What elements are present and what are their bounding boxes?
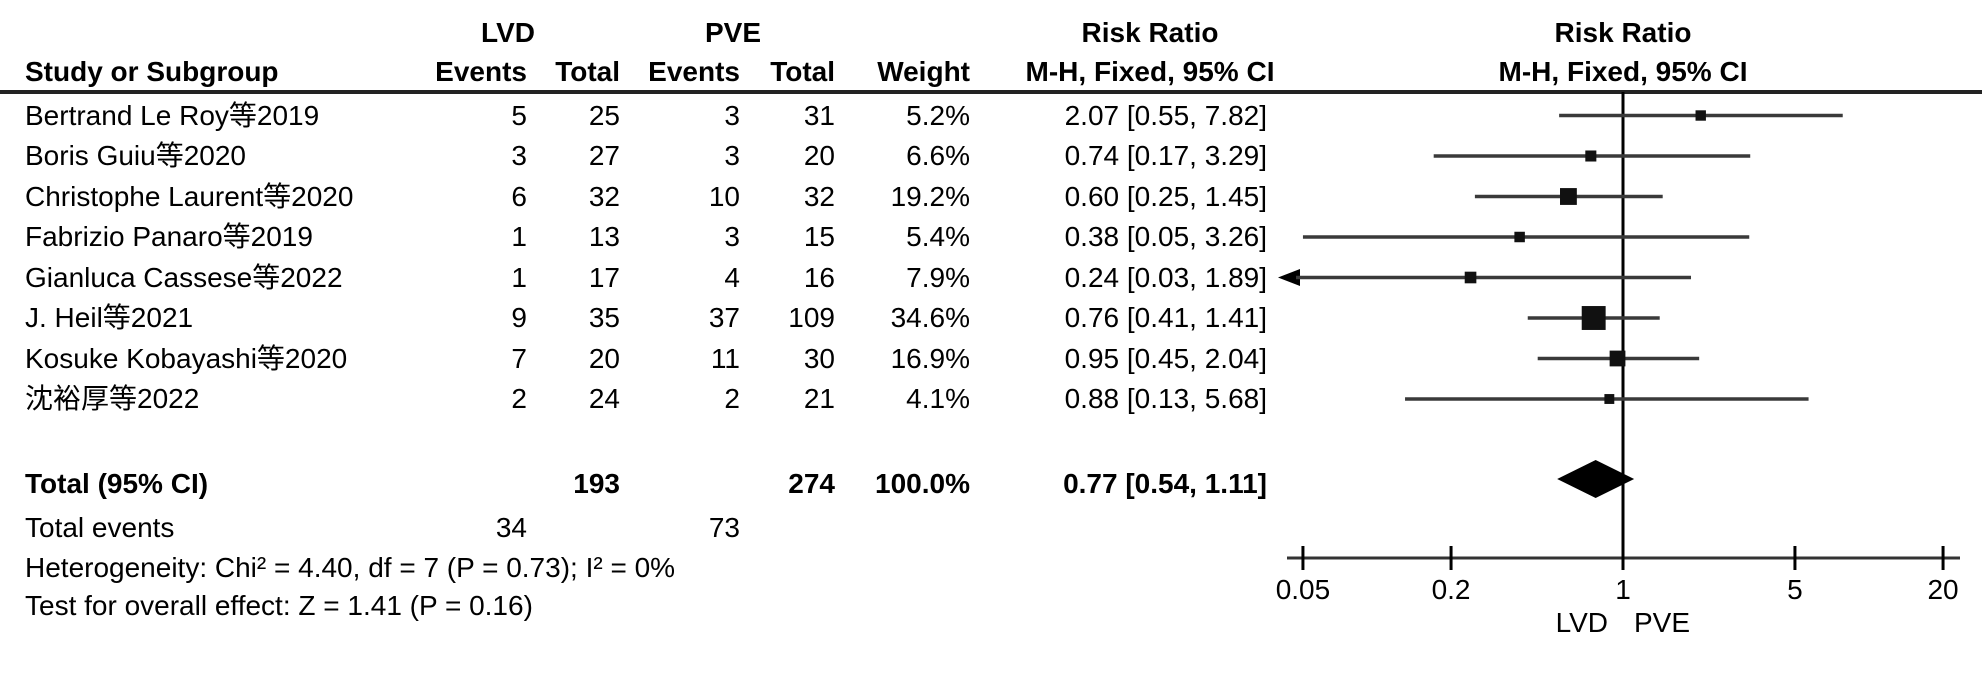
point-estimate-square (1585, 150, 1597, 162)
weight-cell: 7.9% (906, 261, 970, 293)
point-estimate-square (1464, 271, 1477, 284)
off-scale-arrow-left (1278, 269, 1300, 286)
weight-cell: 6.6% (906, 140, 970, 171)
pve-events-cell: 3 (724, 221, 740, 252)
pve-total-cell: 20 (803, 140, 835, 171)
pve-group-header: PVE (704, 17, 762, 48)
rr-ci-cell: 0.24 [0.03, 1.89] (1064, 261, 1267, 293)
lvd-events-cell: 3 (511, 140, 527, 171)
lvd-total-cell: 27 (588, 140, 620, 171)
pve-total-cell: 30 (803, 342, 835, 374)
pve-events-cell: 2 (724, 383, 740, 414)
x-axis-tick-label: 5 (1787, 574, 1803, 605)
pooled-diamond (1557, 460, 1635, 498)
mh-ci-header-right: M-H, Fixed, 95% CI (1498, 56, 1748, 87)
axis-group-label-right: PVE (1634, 607, 1691, 638)
lvd-events-cell: 6 (511, 180, 527, 212)
x-axis-tick-label: 0.2 (1431, 574, 1471, 605)
pve-total-cell: 16 (803, 261, 835, 293)
lvd-events-cell: 2 (511, 383, 527, 414)
pve-total-col-header: Total (770, 56, 835, 87)
lvd-total-cell: 24 (588, 383, 620, 414)
total-lvd-n: 193 (573, 468, 620, 499)
x-axis-tick-label: 20 (1927, 574, 1959, 605)
rr-ci-cell: 0.60 [0.25, 1.45] (1064, 180, 1267, 212)
overall-effect-stat: Test for overall effect: Z = 1.41 (P = 0… (25, 590, 533, 621)
point-estimate-square (1581, 306, 1606, 330)
x-axis-tick-label: 1 (1615, 574, 1631, 605)
weight-cell: 4.1% (906, 383, 970, 414)
point-estimate-square (1604, 394, 1615, 404)
weight-col-header: Weight (877, 56, 970, 87)
lvd-events-cell: 1 (511, 261, 527, 293)
study-col-header: Study or Subgroup (25, 56, 279, 87)
study-name: Fabrizio Panaro等2019 (25, 221, 313, 252)
rr-ci-cell: 0.74 [0.17, 3.29] (1064, 140, 1267, 171)
pve-total-cell: 31 (803, 99, 835, 131)
rr-ci-cell: 2.07 [0.55, 7.82] (1064, 99, 1267, 131)
study-name: Gianluca Cassese等2022 (25, 261, 343, 293)
point-estimate-square (1560, 188, 1577, 205)
total-events-pve: 73 (708, 512, 740, 543)
pve-events-col-header: Events (648, 56, 740, 87)
weight-cell: 34.6% (890, 302, 970, 333)
pve-total-cell: 32 (803, 180, 835, 212)
pve-events-cell: 3 (724, 140, 740, 171)
lvd-total-cell: 32 (588, 180, 620, 212)
pve-events-cell: 4 (724, 261, 740, 293)
x-axis-tick-label: 0.05 (1275, 574, 1331, 605)
pve-events-cell: 10 (708, 180, 740, 212)
weight-cell: 19.2% (890, 180, 970, 212)
study-name: Boris Guiu等2020 (25, 140, 247, 171)
total-row-label: Total (95% CI) (25, 468, 209, 499)
total-weight: 100.0% (875, 468, 970, 499)
rr-ci-cell: 0.76 [0.41, 1.41] (1064, 302, 1267, 333)
study-name: 沈裕厚等2022 (25, 383, 200, 414)
study-name: Bertrand Le Roy等2019 (25, 99, 320, 131)
rr-ci-cell: 0.95 [0.45, 2.04] (1064, 342, 1267, 374)
pve-total-cell: 21 (803, 383, 835, 414)
rr-ci-cell: 0.88 [0.13, 5.68] (1064, 383, 1267, 414)
lvd-events-cell: 1 (511, 221, 527, 252)
total-pve-n: 274 (788, 468, 835, 499)
risk-ratio-header-right: Risk Ratio (1554, 17, 1692, 48)
axis-group-label-left: LVD (1555, 607, 1608, 638)
point-estimate-square (1695, 110, 1706, 121)
lvd-total-cell: 13 (588, 221, 620, 252)
pve-total-cell: 15 (803, 221, 835, 252)
weight-cell: 5.4% (906, 221, 970, 252)
total-events-lvd: 34 (495, 512, 527, 543)
mh-ci-header-left: M-H, Fixed, 95% CI (1025, 56, 1275, 87)
lvd-total-cell: 17 (588, 261, 620, 293)
lvd-events-cell: 5 (511, 99, 527, 131)
total-rr-ci: 0.77 [0.54, 1.11] (1063, 468, 1267, 499)
lvd-events-cell: 9 (511, 302, 527, 333)
lvd-events-cell: 7 (511, 342, 527, 374)
rr-ci-cell: 0.38 [0.05, 3.26] (1064, 221, 1267, 252)
heterogeneity-stat: Heterogeneity: Chi² = 4.40, df = 7 (P = … (25, 552, 676, 583)
total-events-label: Total events (25, 512, 175, 543)
pve-events-cell: 3 (724, 99, 740, 131)
lvd-group-header: LVD (481, 17, 535, 48)
risk-ratio-header-left: Risk Ratio (1081, 17, 1219, 48)
lvd-events-col-header: Events (435, 56, 527, 87)
point-estimate-square (1514, 231, 1525, 243)
lvd-total-cell: 20 (588, 342, 620, 374)
study-name: Kosuke Kobayashi等2020 (25, 342, 348, 374)
pve-total-cell: 109 (788, 302, 835, 333)
point-estimate-square (1609, 350, 1626, 367)
pve-events-cell: 11 (710, 342, 740, 374)
pve-events-cell: 37 (708, 302, 740, 333)
study-name: J. Heil等2021 (25, 302, 194, 333)
study-name: Christophe Laurent等2020 (25, 180, 354, 212)
lvd-total-cell: 25 (588, 99, 620, 131)
lvd-total-cell: 35 (588, 302, 620, 333)
header-rule (0, 90, 1982, 94)
lvd-total-col-header: Total (555, 56, 620, 87)
weight-cell: 16.9% (890, 342, 970, 374)
weight-cell: 5.2% (906, 99, 970, 131)
